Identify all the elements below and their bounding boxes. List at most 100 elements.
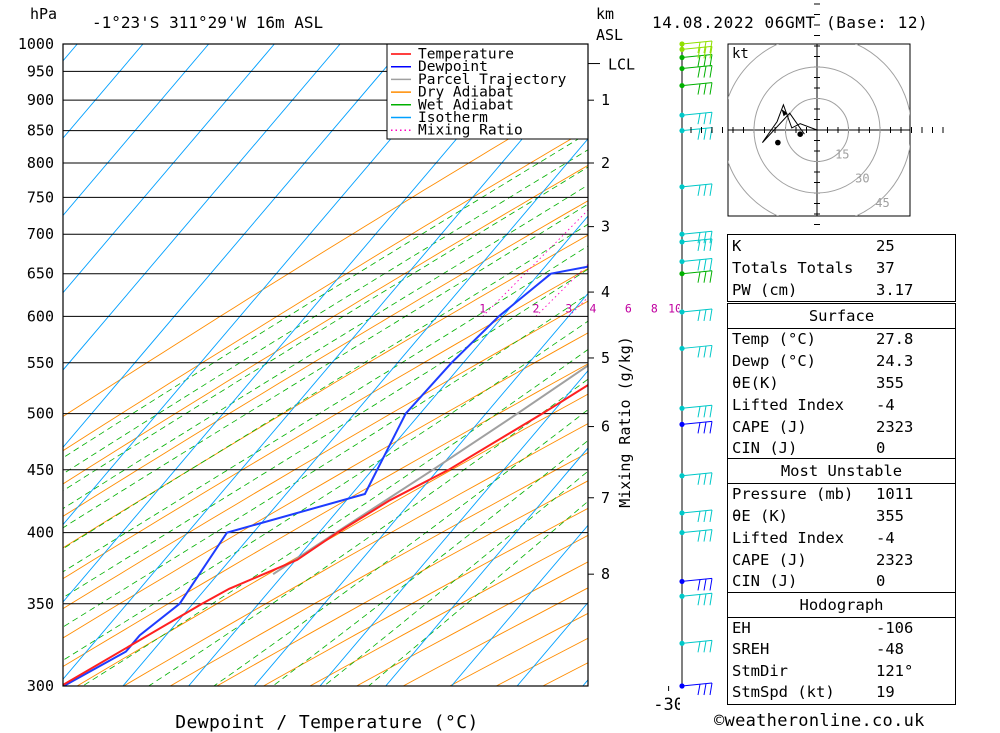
wind-barb — [679, 127, 713, 140]
surface-row: Lifted Index -4 — [732, 396, 895, 414]
wind-barb — [679, 308, 713, 322]
hodograph-row: StmDir 121° — [732, 662, 914, 680]
storm-motion-marker — [781, 109, 788, 117]
pressure-tick-label: 900 — [27, 91, 54, 109]
wind-barb-flag — [703, 405, 707, 418]
most-unstable-row: Lifted Index -4 — [732, 529, 895, 547]
dry-adiabat — [123, 423, 588, 686]
hodograph-ring-label: 30 — [855, 172, 869, 186]
wind-barb-dot — [679, 184, 685, 190]
wind-barb-dot — [679, 128, 685, 134]
most-unstable-row: Pressure (mb) 1011 — [732, 485, 914, 503]
hodograph-ring — [753, 66, 881, 194]
wind-barb-flag — [709, 345, 713, 358]
legend-label: Temperature — [418, 47, 514, 63]
wind-barb-flag — [697, 66, 701, 78]
wind-barb-staff — [681, 54, 713, 58]
wind-barb-staff — [681, 45, 713, 50]
wind-barb — [679, 111, 713, 125]
wind-barb-flag — [703, 530, 707, 542]
most-unstable-title: Most Unstable — [780, 462, 903, 480]
km-tick-label: 8 — [601, 565, 610, 583]
wind-barb-staff — [681, 65, 713, 70]
wind-barb-dot — [679, 421, 685, 427]
wind-barb-staff — [681, 230, 713, 235]
wind-barb-flag — [703, 41, 707, 54]
wind-barb-flag — [703, 309, 707, 322]
pressure-tick-label: 800 — [27, 154, 54, 172]
wind-barb-flag — [697, 530, 701, 542]
km-tick-label: 3 — [601, 218, 610, 236]
surface-row: Dewp (°C) 24.3 — [732, 352, 914, 370]
mixing-ratio-label: 8 — [651, 301, 658, 315]
wind-barb-flag — [697, 55, 701, 67]
wind-barb-staff — [681, 682, 713, 687]
most-unstable-row: θE (K) 355 — [732, 507, 904, 525]
dry-adiabat — [76, 393, 588, 686]
pressure-tick-label: 300 — [27, 677, 54, 695]
wind-barb-staff — [681, 82, 713, 87]
temperature-line — [63, 383, 588, 686]
wind-barb-flag — [697, 232, 701, 244]
hodograph-unit-label: kt — [732, 46, 749, 62]
wind-barb-flag — [709, 509, 713, 523]
wind-barb-flag — [697, 128, 701, 140]
wind-barb — [679, 40, 713, 54]
legend-label: Wet Adiabat — [418, 97, 514, 113]
wind-barb-flag — [703, 640, 707, 653]
skewt-plot-area — [63, 44, 588, 686]
mixing-ratio-label: 10 — [668, 301, 680, 315]
isotherm — [451, 524, 588, 686]
isotherm — [188, 215, 588, 686]
pressure-tick-label: 850 — [27, 122, 54, 140]
wind-barb-flag — [697, 83, 701, 95]
location-title: -1°23'S 311°29'W 16m ASL — [92, 13, 324, 32]
dry-adiabat — [63, 363, 588, 667]
wind-barb-flag — [709, 529, 713, 542]
hodograph-table: Hodograph EH -106 SREH -48 StmDir 121° StmS… — [727, 592, 956, 705]
wind-barb-flag — [697, 406, 701, 418]
wind-barb-flag — [697, 239, 701, 251]
km-tick-label: 7 — [601, 489, 610, 507]
wind-barb-flag — [709, 405, 713, 418]
wind-barb-flag — [703, 231, 707, 244]
wind-barb — [679, 682, 713, 696]
plot-frame — [62, 43, 589, 687]
legend-label: Dewpoint — [418, 59, 488, 75]
mixing-ratio-label: 1 — [479, 301, 486, 315]
wind-barb-dot — [679, 578, 685, 585]
mixing-ratio-label: 2 — [532, 301, 539, 315]
dry-adiabat — [216, 480, 588, 686]
wind-barb-staff — [681, 472, 713, 477]
wind-barb-flag — [697, 579, 701, 591]
km-tick-label: 5 — [601, 349, 610, 367]
wet-adiabat — [368, 500, 588, 686]
copyright-link[interactable]: ©weatheronline.co.uk — [714, 711, 925, 731]
wind-barb-dot — [679, 529, 685, 536]
wind-barb — [679, 472, 713, 485]
index-row-totals: Totals Totals 37 — [732, 259, 895, 277]
pressure-tick-label: 700 — [27, 225, 54, 243]
wind-barb-flag — [703, 66, 707, 78]
legend-label: Mixing Ratio — [418, 123, 523, 139]
wind-barb-flag — [709, 270, 713, 283]
legend-label: Dry Adiabat — [418, 85, 514, 101]
wind-barb-flag — [703, 128, 707, 140]
hodograph-row: StmSpd (kt) 19 — [732, 683, 895, 701]
wind-barb-flag — [697, 259, 701, 271]
wind-barb — [679, 65, 713, 78]
wind-barb-flag — [709, 640, 713, 653]
isotherm — [319, 370, 588, 686]
wind-barb — [679, 183, 713, 196]
wind-barb-flag — [709, 472, 713, 485]
hodograph-point — [797, 131, 803, 137]
isotherm — [63, 44, 472, 526]
dewpoint-line — [63, 265, 588, 686]
wind-barb-dot — [679, 271, 685, 277]
hodograph-ring-label: 15 — [835, 147, 849, 161]
wind-barb — [679, 577, 713, 591]
pressure-unit-label: hPa — [30, 5, 58, 23]
wind-barb-flag — [709, 183, 713, 196]
km-unit-label: km — [596, 5, 615, 23]
